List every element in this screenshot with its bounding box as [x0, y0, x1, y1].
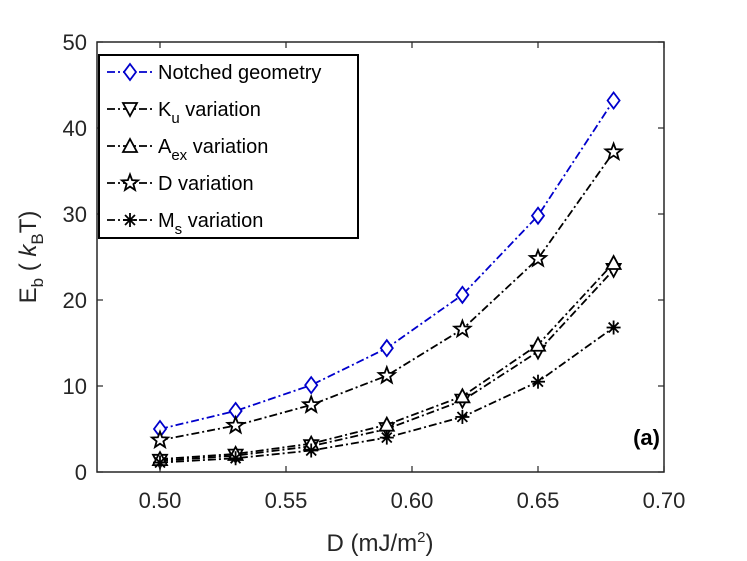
data-point — [603, 141, 625, 162]
data-point-stroke — [456, 411, 468, 423]
data-point-stroke — [154, 456, 166, 469]
data-point — [606, 90, 621, 110]
series-0 — [152, 90, 621, 439]
legend-entry: Ku variation — [107, 99, 261, 127]
data-point — [379, 430, 394, 445]
legend: Notched geometry Ku variation Aex variatio… — [98, 54, 359, 239]
x-tick-label: 0.50 — [139, 488, 182, 513]
x-tick-label: 0.70 — [643, 488, 686, 513]
y-tick-label: 40 — [63, 116, 87, 141]
legend-label: D variation — [158, 173, 254, 195]
legend-marker — [122, 62, 138, 82]
data-point — [529, 335, 547, 352]
series-3 — [149, 141, 625, 450]
data-point — [531, 374, 545, 389]
plot-frame — [96, 41, 665, 473]
legend-entry: Ms variation — [107, 210, 263, 238]
y-tick-label: 30 — [63, 202, 87, 227]
data-point — [304, 375, 319, 395]
legend-entry: D variation — [107, 171, 254, 195]
y-tick-label: 20 — [63, 288, 87, 313]
x-axis-title: D (mJ/m2) — [327, 529, 434, 557]
y-tick-label: 50 — [63, 30, 87, 55]
data-point — [527, 247, 549, 268]
x-tick-label: 0.65 — [517, 488, 560, 513]
data-point — [453, 387, 471, 404]
legend-entry: Notched geometry — [107, 62, 321, 84]
y-tick-label: 10 — [63, 374, 87, 399]
data-point-stroke — [608, 321, 620, 334]
legend-marker — [121, 102, 139, 118]
data-point — [149, 429, 171, 450]
legend-label: Ku variation — [158, 99, 261, 127]
data-point-stroke — [305, 444, 317, 457]
legend-marker — [119, 171, 141, 192]
data-point — [225, 414, 247, 435]
data-point — [376, 364, 398, 385]
data-layer — [149, 90, 625, 470]
data-point-stroke — [230, 452, 242, 464]
x-tick-label: 0.55 — [265, 488, 308, 513]
legend-marker — [123, 213, 137, 227]
x-tick-label: 0.60 — [391, 488, 434, 513]
legend-entry: Aex variation — [107, 136, 268, 164]
data-point — [451, 318, 473, 339]
data-point — [455, 409, 470, 424]
legend-label: Ms variation — [158, 210, 263, 238]
data-point — [228, 451, 243, 466]
data-point-stroke — [381, 432, 393, 444]
data-point — [606, 320, 621, 335]
legend-label: Notched geometry — [158, 62, 321, 84]
y-axis-title: Eb ( kBT) — [15, 211, 47, 304]
data-point-stroke — [532, 376, 544, 388]
data-point — [379, 338, 394, 358]
data-point — [300, 393, 322, 414]
data-point — [455, 285, 470, 305]
panel-label: (a) — [633, 425, 660, 450]
data-point — [304, 443, 319, 458]
ticks-layer: 0.50 0.55 0.60 0.65 0.70 0 10 20 30 40 50 — [63, 30, 686, 513]
legend-marker — [121, 137, 139, 153]
data-point — [605, 254, 623, 270]
series-4 — [153, 320, 621, 470]
y-tick-label: 0 — [75, 460, 87, 485]
legend-label: Aex variation — [158, 136, 268, 164]
data-point — [530, 206, 546, 226]
legend-marker-stroke — [124, 214, 136, 226]
